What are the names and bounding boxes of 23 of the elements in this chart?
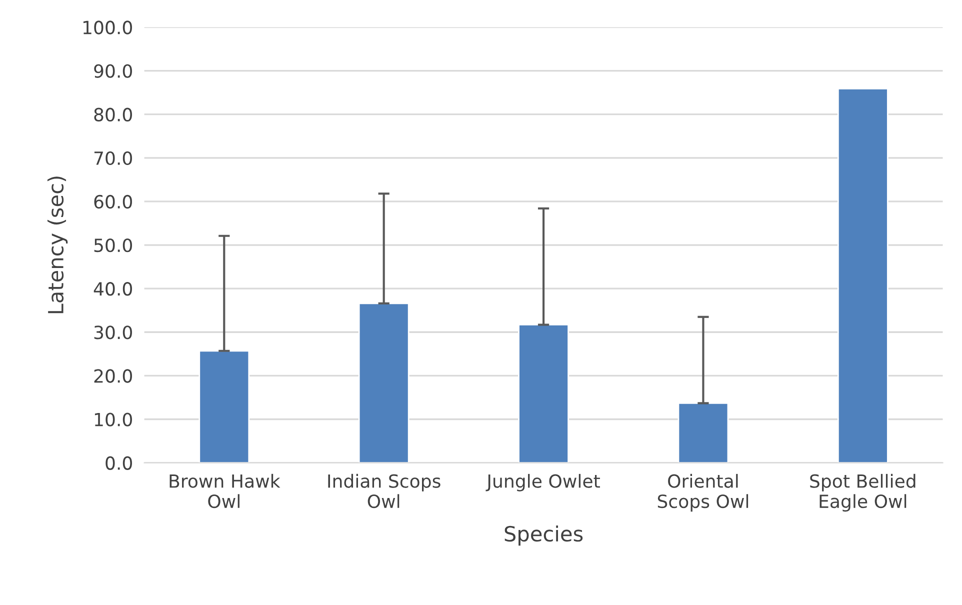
x-tick-label: Indian Scops Owl bbox=[328, 474, 440, 508]
y-axis-title: Latency (sec) bbox=[47, 176, 68, 314]
y-tick-label: 100.0 bbox=[83, 20, 132, 34]
bar bbox=[837, 88, 888, 463]
x-tick-label: Spot Bellied Eagle Owl bbox=[810, 474, 916, 512]
y-tick-label: 40.0 bbox=[94, 282, 132, 296]
y-tick-label: 70.0 bbox=[94, 151, 132, 166]
y-tick-label: 80.0 bbox=[94, 108, 132, 122]
y-tick-label: 30.0 bbox=[94, 326, 132, 340]
x-tick-label: Brown Hawk Owl bbox=[170, 474, 280, 508]
y-tick-label: 0.0 bbox=[106, 456, 132, 470]
y-tick-label: 20.0 bbox=[94, 369, 132, 383]
y-tick-label: 60.0 bbox=[94, 194, 132, 209]
y-tick-label: 50.0 bbox=[94, 238, 132, 252]
x-axis-title: Species bbox=[504, 526, 583, 546]
bar bbox=[518, 324, 569, 463]
x-tick-label: Oriental Scops Owl bbox=[658, 474, 748, 512]
bar bbox=[678, 402, 729, 463]
x-tick-label: Jungle Owlet bbox=[486, 474, 600, 492]
bar bbox=[198, 350, 250, 463]
y-tick-label: 10.0 bbox=[94, 412, 132, 426]
y-tick-label: 90.0 bbox=[94, 64, 132, 78]
bar bbox=[358, 302, 410, 463]
